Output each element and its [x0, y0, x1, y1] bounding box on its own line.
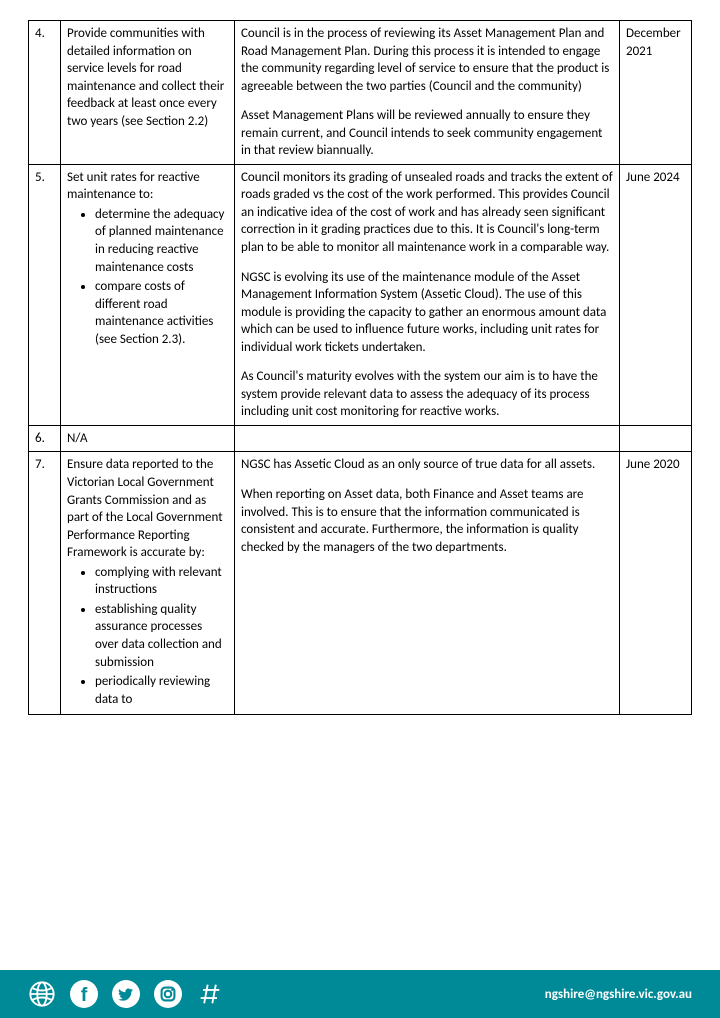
footer-email: ngshire@ngshire.vic.gov.au — [545, 987, 692, 1002]
svg-text:f: f — [81, 984, 88, 1006]
response-para: NGSC is evolving its use of the maintena… — [241, 269, 613, 357]
row-number: 6. — [29, 425, 61, 452]
row-number: 4. — [29, 21, 61, 165]
response-cell: Council is in the process of reviewing i… — [235, 21, 620, 165]
recommendation-intro: Ensure data reported to the Victorian Lo… — [67, 456, 228, 561]
table-row: 5. Set unit rates for reactive maintenan… — [29, 164, 692, 425]
recommendation-cell: N/A — [61, 425, 235, 452]
date-cell — [620, 425, 692, 452]
instagram-icon — [154, 980, 182, 1008]
bullet-item: compare costs of different road maintena… — [95, 278, 228, 348]
response-cell: Council monitors its grading of unsealed… — [235, 164, 620, 425]
footer-icons: f — [28, 980, 224, 1008]
response-cell: NGSC has Assetic Cloud as an only source… — [235, 452, 620, 715]
table-row: 4. Provide communities with detailed inf… — [29, 21, 692, 165]
recommendation-cell: Provide communities with detailed inform… — [61, 21, 235, 165]
row-number: 5. — [29, 164, 61, 425]
recommendation-cell: Set unit rates for reactive maintenance … — [61, 164, 235, 425]
page-footer: f ngshire@ngshire.vic — [0, 970, 720, 1018]
response-para: Asset Management Plans will be reviewed … — [241, 107, 613, 160]
page-content: 4. Provide communities with detailed inf… — [0, 0, 720, 715]
globe-icon — [28, 980, 56, 1008]
recommendation-bullets: complying with relevant instructions est… — [67, 564, 228, 708]
response-para: Council monitors its grading of unsealed… — [241, 169, 613, 257]
date-cell: December 2021 — [620, 21, 692, 165]
hashtag-icon — [196, 980, 224, 1008]
bullet-item: periodically reviewing data to — [95, 673, 228, 708]
response-para: When reporting on Asset data, both Finan… — [241, 486, 613, 556]
date-cell: June 2024 — [620, 164, 692, 425]
bullet-item: establishing quality assurance processes… — [95, 601, 228, 671]
table-row: 6. N/A — [29, 425, 692, 452]
row-number: 7. — [29, 452, 61, 715]
table-row: 7. Ensure data reported to the Victorian… — [29, 452, 692, 715]
date-cell: June 2020 — [620, 452, 692, 715]
response-para: Council is in the process of reviewing i… — [241, 25, 613, 95]
response-para: As Council's maturity evolves with the s… — [241, 368, 613, 421]
recommendations-table: 4. Provide communities with detailed inf… — [28, 20, 692, 715]
response-para: NGSC has Assetic Cloud as an only source… — [241, 456, 613, 474]
recommendation-text: Provide communities with detailed inform… — [67, 26, 224, 129]
response-cell — [235, 425, 620, 452]
bullet-item: complying with relevant instructions — [95, 564, 228, 599]
recommendation-intro: Set unit rates for reactive maintenance … — [67, 169, 228, 204]
recommendation-bullets: determine the adequacy of planned mainte… — [67, 206, 228, 348]
recommendation-cell: Ensure data reported to the Victorian Lo… — [61, 452, 235, 715]
twitter-icon — [112, 980, 140, 1008]
bullet-item: determine the adequacy of planned mainte… — [95, 206, 228, 276]
facebook-icon: f — [70, 980, 98, 1008]
